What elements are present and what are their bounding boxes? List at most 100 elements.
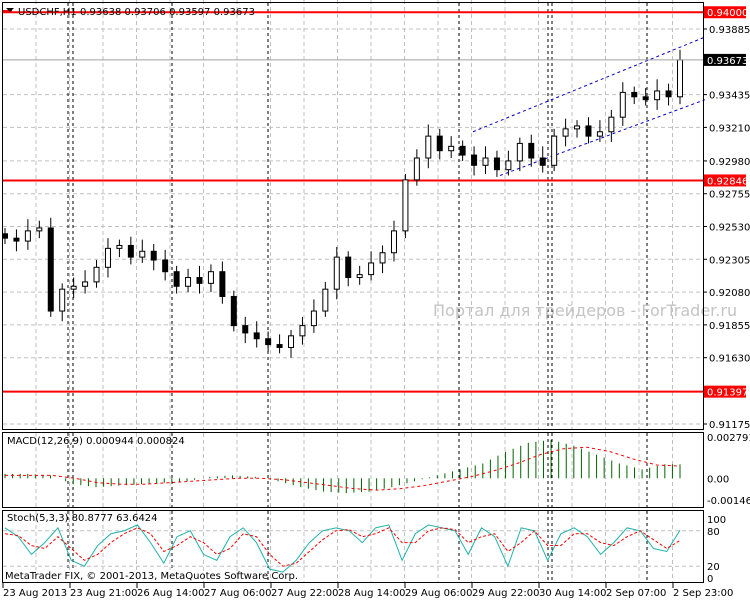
level-price-tag — [704, 385, 746, 398]
macd-tick-label: 0.002791 — [707, 433, 750, 444]
candle-body — [93, 266, 100, 283]
candle-body — [253, 332, 260, 340]
time-tick-label: 30 Aug 14:00 — [539, 588, 606, 599]
candle-body — [505, 160, 512, 171]
candle-body — [528, 142, 535, 159]
copyright: MetaTrader FIX, © 2001-2013, MetaQuotes … — [5, 571, 298, 582]
candle-body — [276, 344, 283, 348]
candle-body — [654, 90, 661, 101]
candle-body — [482, 157, 489, 166]
price-tick-label: 0.91630 — [709, 354, 750, 365]
candle-body — [47, 227, 54, 312]
candle-body — [665, 90, 672, 98]
level-price-label: 0.92846 — [707, 176, 748, 187]
stoch-signal-line — [4, 527, 681, 567]
stoch-label: Stoch(5,3,3) 80.8777 63.6424 — [7, 513, 158, 524]
price-tick-label: 0.92530 — [709, 223, 750, 234]
candle-body — [185, 277, 192, 287]
main-panel-border — [2, 2, 704, 430]
candle-body — [173, 271, 180, 287]
level-price-tag — [704, 174, 746, 187]
price-tick-label: 0.93210 — [709, 123, 750, 134]
stoch-tick-label: 0 — [707, 574, 713, 585]
price-tick-label: 0.92080 — [709, 288, 750, 299]
time-tick-label: 2 Sep 23:00 — [673, 588, 733, 599]
macd-label: MACD(12,26,9) 0.000944 0.000824 — [7, 436, 185, 447]
last-price-label: 0.93673 — [707, 56, 748, 67]
candle-body — [356, 274, 363, 279]
copyright-bg — [3, 570, 183, 582]
macd-panel — [4, 439, 681, 494]
candle-body — [551, 135, 558, 166]
candle-body — [619, 91, 626, 118]
candle-body — [13, 237, 20, 242]
candle-body — [162, 259, 169, 273]
candle-body — [596, 131, 603, 137]
stoch-tick-label: 20 — [707, 562, 720, 573]
last-price-tag — [704, 53, 746, 66]
candle-body — [448, 145, 455, 152]
candle-body — [368, 262, 375, 276]
price-tick-label: 0.92755 — [709, 190, 750, 201]
candle-body — [265, 338, 272, 346]
price-tick-label: 0.93885 — [709, 25, 750, 36]
price-tick-label: 0.91175 — [709, 420, 750, 431]
price-tick-label: 0.93435 — [709, 91, 750, 102]
stoch-tick-label: 80 — [707, 527, 720, 538]
axes: 0.93885 0.93435 0.93210 0.92980 0.92755 0.925… — [2, 25, 750, 599]
candle-body — [608, 116, 615, 133]
candle-body — [471, 154, 478, 166]
candle-body — [425, 135, 432, 159]
price-tick-label: 0.92980 — [709, 157, 750, 168]
candle-body — [230, 295, 237, 327]
level-price-label: 0.94000 — [707, 8, 748, 19]
candle-body — [116, 244, 123, 249]
time-tick-label: 28 Aug 14:00 — [338, 588, 405, 599]
candle-body — [310, 310, 317, 327]
candle-body — [436, 135, 443, 152]
time-tick-label: 29 Aug 06:00 — [405, 588, 472, 599]
candle-body — [493, 157, 500, 171]
candle-body — [379, 252, 386, 264]
channel-lower-line[interactable] — [499, 99, 706, 176]
price-tick-label: 0.91855 — [709, 321, 750, 332]
time-tick-label: 27 Aug 22:00 — [271, 588, 338, 599]
price-tick-label: 0.92305 — [709, 255, 750, 266]
price-channel[interactable] — [472, 36, 706, 176]
candle-body — [402, 179, 409, 232]
time-tick-label: 2 Sep 07:00 — [606, 588, 666, 599]
candle-body — [242, 325, 249, 334]
candles — [2, 49, 683, 358]
candle-body — [288, 335, 295, 348]
candle-body — [539, 157, 546, 166]
time-tick-label: 29 Aug 22:00 — [472, 588, 539, 599]
horizontal-levels[interactable]: 0.94000 0.92846 0.91397 — [3, 6, 748, 399]
dropdown-arrow-icon[interactable] — [6, 8, 14, 12]
candle-body — [59, 288, 66, 312]
grid — [3, 0, 703, 583]
candle-body — [562, 128, 569, 137]
candle-body — [196, 277, 203, 284]
candle-body — [36, 227, 43, 232]
candle-body — [642, 96, 649, 101]
candle-body — [24, 230, 31, 242]
macd-panel-border — [2, 432, 704, 508]
candle-body — [2, 233, 8, 239]
candle-body — [207, 271, 214, 284]
stoch-panel-border — [2, 510, 704, 583]
candle-body — [333, 256, 340, 290]
candle-body — [127, 244, 134, 258]
candle-body — [677, 59, 683, 98]
watermark: Портал для трейдеров - ForTrader.ru — [433, 301, 737, 320]
candle-body — [150, 250, 157, 261]
level-price-label: 0.91397 — [707, 388, 748, 399]
time-tick-label: 27 Aug 06:00 — [204, 588, 271, 599]
candle-body — [413, 157, 420, 181]
time-tick-label: 23 Aug 21:00 — [70, 588, 137, 599]
macd-tick-label: 0.00 — [707, 474, 729, 485]
macd-tick-label: -0.001467 — [707, 496, 750, 507]
candle-body — [299, 325, 306, 337]
candle-body — [322, 288, 329, 312]
time-tick-label: 23 Aug 2013 — [3, 588, 67, 599]
